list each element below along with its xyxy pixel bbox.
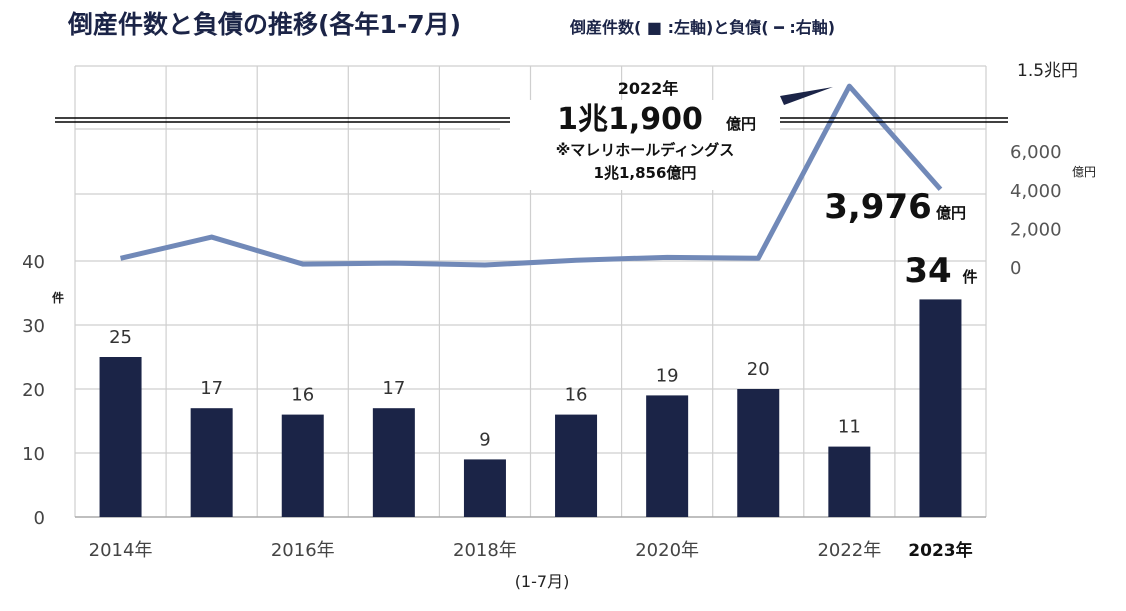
right-axis-top-label: 1.5兆円 [1017, 61, 1078, 81]
x-tick-label: 2016年 [271, 540, 335, 561]
bars: 25 17 16 17 9 16 19 20 11 [99, 299, 962, 517]
left-tick-label: 40 [22, 252, 45, 273]
peak-unit: 億円 [726, 115, 756, 133]
peak-value: 1兆1,900 [557, 102, 703, 137]
bar-label: 17 [382, 378, 405, 399]
bar-label: 20 [747, 359, 770, 380]
x-sublabel: (1-7月) [515, 572, 570, 591]
peak-note: ※マレリホールディングス [556, 141, 735, 159]
latest-debt-value: 3,976 [824, 187, 932, 227]
right-tick-label: 4,000 [1010, 181, 1062, 202]
annotation-background [500, 100, 780, 190]
bar-2023年 [919, 299, 962, 517]
x-tick-label: 2018年 [453, 540, 517, 561]
right-tick-label: 2,000 [1010, 219, 1062, 240]
bar-label: 11 [838, 417, 861, 438]
bar-label: 16 [291, 385, 314, 406]
bar-2014年 [99, 357, 142, 517]
right-tick-label: 0 [1010, 258, 1021, 279]
x-tick-label: 2022年 [817, 540, 881, 561]
left-tick-label: 0 [34, 508, 45, 529]
peak-year: 2022年 [618, 79, 679, 98]
bar-2016年 [281, 414, 324, 517]
right-axis-unit: 億円 [1072, 165, 1096, 179]
bar-2018年 [463, 459, 506, 517]
bar-label: 16 [565, 385, 588, 406]
bar-label: 17 [200, 378, 223, 399]
left-axis-unit: 件 [52, 290, 64, 305]
x-tick-label: 2014年 [89, 540, 153, 561]
latest-count-unit: 件 [962, 268, 977, 286]
left-tick-label: 10 [22, 444, 45, 465]
legend: 倒産件数( ■ :左軸)と負債( ━ :右軸) [569, 18, 835, 37]
bar-2021年 [737, 389, 780, 517]
peak-note-value: 1兆1,856億円 [594, 164, 697, 182]
pointer-icon [780, 87, 833, 105]
bar-2019年 [555, 414, 598, 517]
chart-title: 倒産件数と負債の推移(各年1-7月) [67, 10, 461, 39]
bar-2015年 [190, 408, 233, 517]
left-tick-label: 30 [22, 316, 45, 337]
debt-line [119, 83, 943, 268]
bar-2022年 [828, 446, 871, 517]
bar-2017年 [372, 408, 415, 517]
latest-count-value: 34 [904, 251, 951, 291]
latest-debt-unit: 億円 [936, 204, 966, 222]
bar-label: 9 [479, 429, 490, 450]
x-tick-label: 2023年 [908, 540, 972, 561]
right-tick-label: 6,000 [1010, 142, 1062, 163]
bar-label: 25 [109, 327, 132, 348]
x-tick-label: 2020年 [635, 540, 699, 561]
bar-label: 19 [656, 365, 679, 386]
debt-line-path [119, 83, 943, 268]
left-tick-label: 20 [22, 380, 45, 401]
bar-2020年 [646, 395, 689, 517]
